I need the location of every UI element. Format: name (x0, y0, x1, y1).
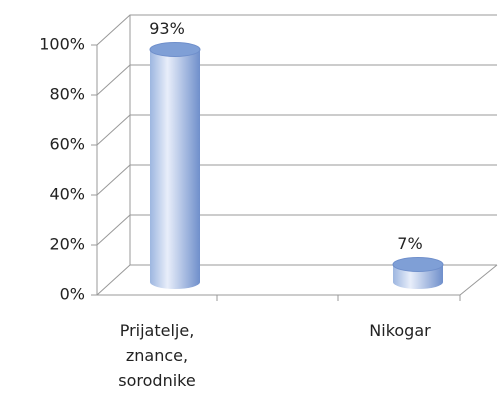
y-tick-label: 60% (49, 135, 85, 154)
grid-line (96, 214, 497, 246)
x-tick-label: Prijatelje, znance, sorodnike (118, 321, 196, 390)
grid-line (96, 164, 497, 196)
data-label: 7% (397, 234, 422, 253)
x-tick-label: Nikogar (369, 321, 431, 340)
bar (150, 49, 200, 289)
bar-top (149, 42, 201, 57)
y-tick-label: 80% (49, 85, 85, 104)
y-tick-label: 40% (49, 185, 85, 204)
y-tick-label: 0% (60, 285, 85, 304)
data-label: 93% (149, 19, 185, 38)
grid-line (96, 64, 497, 96)
bar-top (392, 257, 444, 272)
grid-line (96, 14, 497, 46)
y-tick-label: 100% (39, 35, 85, 54)
grid-line (96, 114, 497, 146)
y-tick-label: 20% (49, 235, 85, 254)
grid-line (96, 264, 497, 296)
